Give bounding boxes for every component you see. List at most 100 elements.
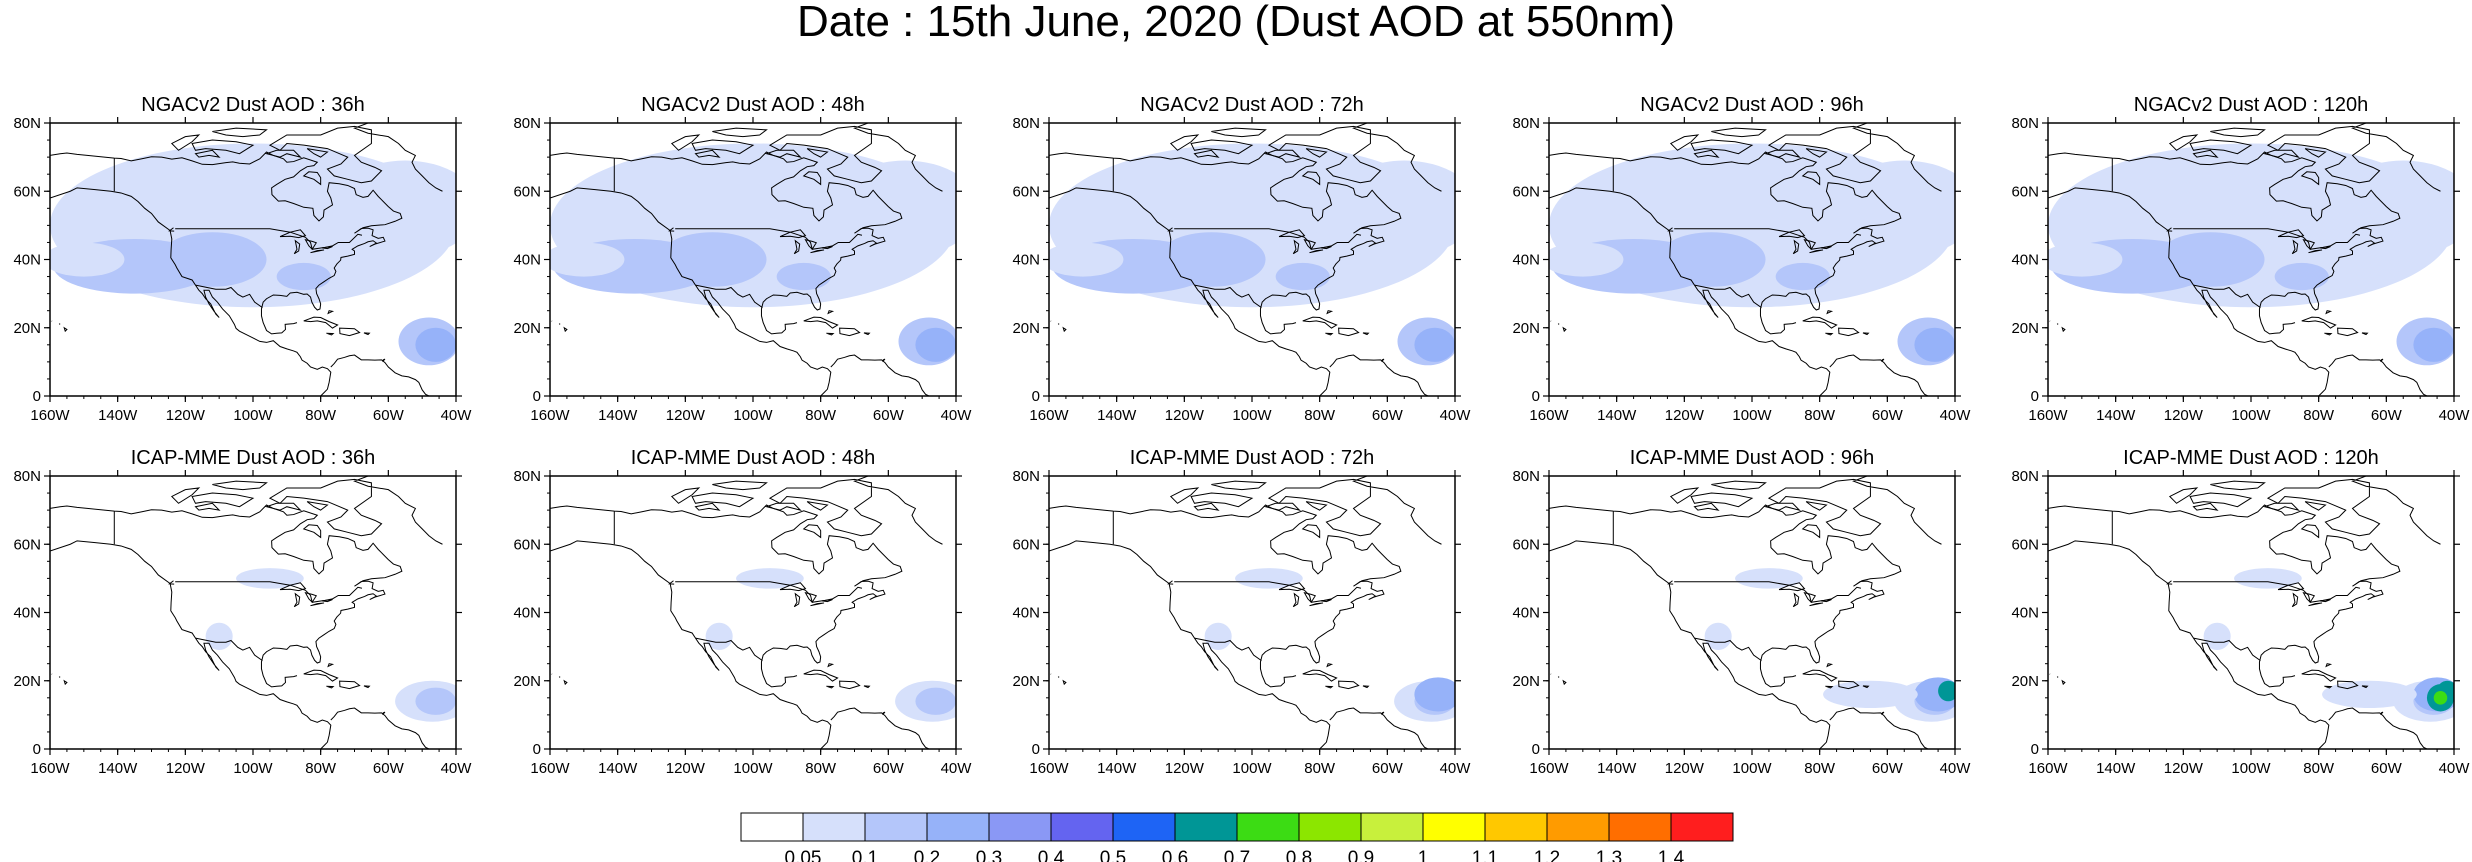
aod-shading [2048, 123, 2454, 396]
colorbar-swatch [988, 812, 1052, 842]
x-tick-label: 40W [1440, 407, 1472, 424]
y-tick-label: 80N [1012, 115, 1040, 132]
aod-shading [2048, 476, 2454, 749]
aod-contour [1914, 327, 1955, 362]
aod-contour [1938, 680, 1955, 702]
aod-contour [2203, 622, 2231, 651]
x-tick-label: 160W [1029, 407, 1069, 424]
x-tick-label: 100W [1732, 760, 1772, 777]
x-tick-label: 140W [1097, 760, 1137, 777]
x-tick-label: 160W [30, 760, 70, 777]
panel-title: ICAP-MME Dust AOD : 48h [631, 447, 876, 469]
y-tick-label: 0 [33, 388, 41, 405]
panels-layer: NGACv2 Dust AOD : 36h 160W 140W 120W 100W 80W… [13, 94, 2471, 777]
x-tick-label: 100W [2231, 760, 2271, 777]
aod-contour [776, 262, 831, 291]
y-tick-label: 20N [1012, 673, 1040, 690]
aod-contour [2115, 170, 2218, 212]
y-tick-label: 80N [2011, 468, 2039, 485]
x-tick-label: 100W [2231, 407, 2271, 424]
aod-shading [1049, 476, 1455, 749]
panel-title: ICAP-MME Dust AOD : 72h [1130, 447, 1375, 469]
aod-contour [415, 687, 456, 715]
aod-shading [1549, 476, 1955, 749]
y-tick-label: 20N [1012, 320, 1040, 337]
x-tick-label: 100W [233, 760, 273, 777]
panel-title: NGACv2 Dust AOD : 48h [641, 94, 864, 116]
x-tick-label: 60W [373, 407, 405, 424]
map-panel: ICAP-MME Dust AOD : 36h 160W 140W 120W 100W 8… [13, 447, 472, 777]
x-tick-label: 100W [733, 760, 773, 777]
aod-shading [550, 123, 956, 396]
aod-contour [1116, 170, 1219, 212]
aod-contour [205, 622, 233, 651]
x-tick-label: 80W [305, 760, 337, 777]
y-tick-label: 80N [1512, 468, 1540, 485]
aod-contour [1775, 262, 1830, 291]
x-tick-label: 60W [873, 407, 905, 424]
colorbar-swatch [1360, 812, 1424, 842]
x-tick-label: 140W [2096, 760, 2136, 777]
x-tick-label: 40W [2439, 760, 2471, 777]
colorbar-swatch [926, 812, 990, 842]
colorbar-swatch [1298, 812, 1362, 842]
map-panel: NGACv2 Dust AOD : 72h 160W 140W 120W 100W 80W… [1012, 94, 1472, 424]
y-tick-label: 60N [513, 183, 541, 200]
aod-contour [158, 232, 267, 287]
colorbar-label: 0.7 [1224, 848, 1250, 862]
y-tick-label: 0 [1532, 741, 1540, 758]
aod-contour [807, 221, 902, 277]
panel-title: NGACv2 Dust AOD : 96h [1640, 94, 1863, 116]
x-tick-label: 140W [598, 760, 638, 777]
x-tick-label: 40W [1940, 407, 1972, 424]
map-panel: NGACv2 Dust AOD : 120h 160W 140W 120W 100W 80… [2011, 94, 2470, 424]
colorbar-swatch [1050, 812, 1114, 842]
x-tick-label: 120W [166, 760, 206, 777]
aod-contour [1306, 221, 1401, 277]
aod-contour [2156, 232, 2265, 287]
colorbar-swatch [1112, 812, 1176, 842]
x-tick-label: 140W [2096, 407, 2136, 424]
y-tick-label: 0 [2031, 388, 2039, 405]
colorbar-swatch [1422, 812, 1486, 842]
y-tick-label: 20N [513, 673, 541, 690]
y-tick-label: 0 [533, 741, 541, 758]
colorbar-swatch [1546, 812, 1610, 842]
x-tick-label: 120W [2164, 760, 2204, 777]
aod-contour [705, 622, 733, 651]
colorbar-label: 1.4 [1658, 848, 1685, 862]
aod-contour [915, 327, 956, 362]
y-tick-label: 0 [1032, 741, 1040, 758]
y-tick-label: 40N [2011, 605, 2039, 622]
y-tick-label: 20N [513, 320, 541, 337]
y-tick-label: 40N [1012, 252, 1040, 269]
colorbar-swatch [802, 812, 866, 842]
x-tick-label: 60W [873, 760, 905, 777]
colorbar-swatch [864, 812, 928, 842]
x-tick-label: 40W [941, 407, 973, 424]
x-tick-label: 100W [733, 407, 773, 424]
map-panel: ICAP-MME Dust AOD : 72h 160W 140W 120W 100W 8… [1012, 447, 1471, 777]
y-tick-label: 20N [13, 320, 41, 337]
x-tick-label: 120W [1165, 407, 1205, 424]
y-tick-label: 40N [1512, 252, 1540, 269]
y-tick-label: 80N [513, 115, 541, 132]
y-tick-label: 40N [1512, 605, 1540, 622]
aod-shading [1549, 123, 1955, 396]
x-tick-label: 120W [1665, 760, 1705, 777]
x-tick-label: 100W [1232, 407, 1272, 424]
x-tick-label: 60W [373, 760, 405, 777]
aod-contour [1414, 677, 1455, 712]
aod-contour [1704, 622, 1732, 651]
y-tick-label: 80N [13, 468, 41, 485]
x-tick-label: 120W [1665, 407, 1705, 424]
aod-contour [2305, 221, 2400, 277]
x-tick-label: 100W [1232, 760, 1272, 777]
x-tick-label: 60W [1372, 407, 1404, 424]
x-tick-label: 40W [441, 407, 473, 424]
x-tick-label: 160W [2028, 407, 2068, 424]
panel-title: NGACv2 Dust AOD : 72h [1140, 94, 1363, 116]
aod-contour [415, 327, 456, 362]
y-tick-label: 60N [1512, 536, 1540, 553]
